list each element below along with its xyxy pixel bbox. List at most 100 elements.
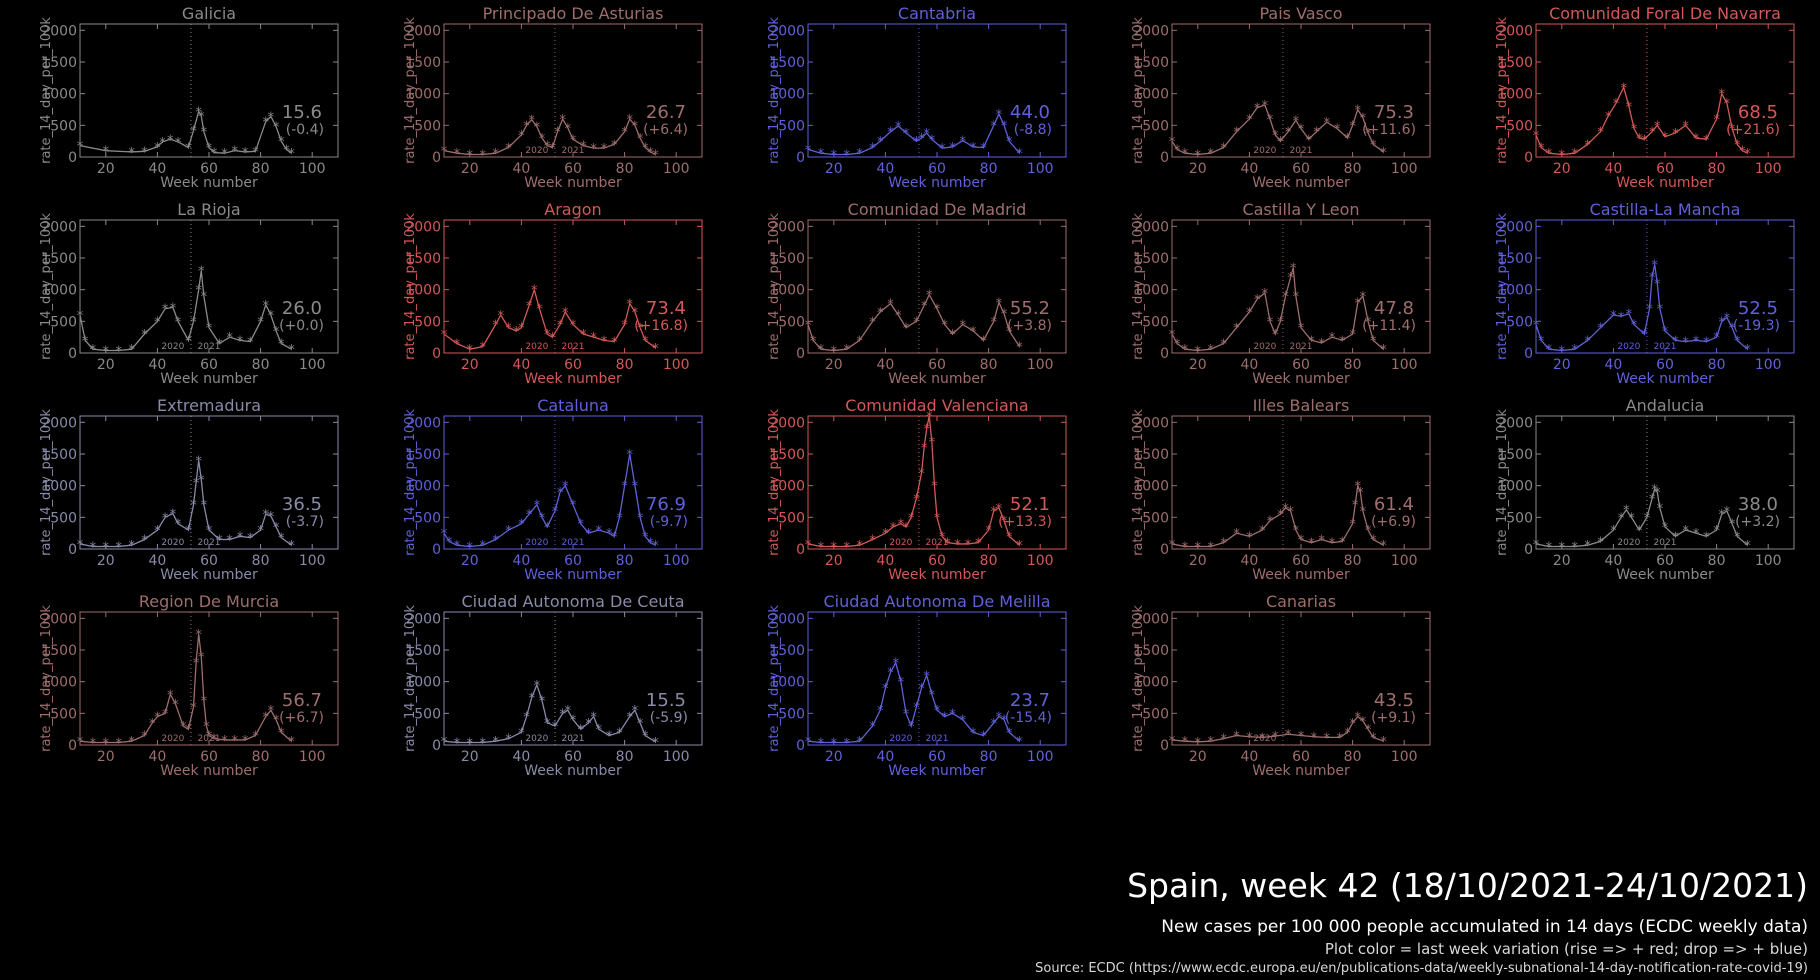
data-point: * — [1649, 126, 1656, 141]
series-line — [443, 287, 656, 350]
y-tick-label: 2000 — [769, 611, 805, 627]
chart-title: Comunidad Foral De Navarra — [1549, 4, 1781, 23]
x-axis-label: Week number — [1616, 371, 1714, 387]
region-chart: Andalucia 0 500 1000 1500 2000 20 40 60 80 100 Week… — [1495, 396, 1795, 583]
x-tick-label: 80 — [252, 553, 270, 569]
year-label: 2021 — [926, 734, 949, 744]
data-point: * — [1174, 338, 1181, 353]
y-tick-label: 1500 — [1497, 251, 1533, 267]
data-point: * — [939, 530, 946, 545]
weekly-change-label: (-8.8) — [1014, 122, 1052, 138]
data-point: * — [570, 133, 577, 148]
data-point: * — [1272, 129, 1279, 144]
data-point: * — [539, 132, 546, 147]
weekly-change-label: (+0.0) — [279, 318, 324, 334]
data-point: * — [882, 527, 889, 542]
data-point: * — [929, 435, 936, 450]
data-point: * — [441, 735, 448, 750]
data-point: * — [1370, 534, 1377, 549]
data-point: * — [1308, 537, 1315, 552]
data-point: * — [941, 319, 948, 334]
y-tick-label: 0 — [1524, 542, 1533, 558]
weekly-change-label: (-9.7) — [650, 514, 688, 530]
y-tick-label: 1000 — [769, 283, 805, 299]
data-point: * — [1207, 735, 1214, 750]
data-point: * — [1016, 735, 1023, 750]
x-tick-label: 80 — [980, 749, 998, 765]
data-point: * — [1734, 530, 1741, 545]
data-point: * — [913, 492, 920, 507]
data-point: * — [1365, 723, 1372, 738]
data-point: * — [642, 530, 649, 545]
data-point: * — [570, 319, 577, 334]
current-value-label: 15.6 — [282, 102, 322, 123]
data-point: * — [128, 343, 135, 358]
y-axis-label: rate_14_day_per_100k — [767, 213, 782, 360]
data-point: * — [616, 726, 623, 741]
data-point: * — [141, 328, 148, 343]
data-point: * — [1195, 344, 1202, 359]
data-point: * — [479, 736, 486, 751]
x-tick-label: 100 — [299, 357, 326, 373]
series-line — [807, 112, 1021, 156]
data-point: * — [154, 524, 161, 539]
data-point: * — [818, 343, 825, 358]
x-axis-label: Week number — [1252, 175, 1350, 191]
data-point: * — [1006, 135, 1013, 150]
data-point: * — [103, 736, 110, 751]
y-tick-label: 500 — [50, 118, 77, 134]
y-tick-label: 500 — [778, 706, 805, 722]
data-point: * — [1282, 290, 1289, 305]
y-tick-label: 0 — [1160, 150, 1169, 166]
x-tick-label: 100 — [299, 553, 326, 569]
data-point: * — [934, 303, 941, 318]
data-point: * — [1287, 505, 1294, 520]
data-point: * — [492, 534, 499, 549]
data-point: * — [536, 303, 543, 318]
x-tick-label: 80 — [1344, 357, 1362, 373]
data-point: * — [908, 720, 915, 735]
data-point: * — [1370, 731, 1377, 746]
data-point: * — [288, 735, 295, 750]
x-tick-label: 80 — [616, 161, 634, 177]
y-tick-label: 500 — [414, 706, 441, 722]
year-label: 2021 — [562, 342, 585, 352]
series-line — [1535, 264, 1748, 352]
data-point: * — [818, 736, 825, 751]
x-tick-label: 40 — [512, 357, 530, 373]
y-tick-label: 0 — [796, 738, 805, 754]
x-axis-label: Week number — [524, 371, 622, 387]
data-point: * — [528, 114, 535, 129]
y-tick-label: 1500 — [769, 643, 805, 659]
x-tick-label: 20 — [825, 749, 843, 765]
data-point: * — [869, 142, 876, 157]
data-point: * — [77, 735, 84, 750]
data-point: * — [221, 147, 228, 162]
data-point: * — [637, 322, 644, 337]
data-point: * — [944, 537, 951, 552]
chart-title: Extremadura — [157, 396, 261, 415]
year-label: 2020 — [161, 734, 184, 744]
year-label: 2020 — [1253, 342, 1276, 352]
data-point: * — [1584, 539, 1591, 554]
y-tick-label: 2000 — [1497, 219, 1533, 235]
data-point: * — [601, 334, 608, 349]
data-point: * — [913, 315, 920, 330]
data-point: * — [923, 423, 930, 438]
current-value-label: 36.5 — [282, 494, 322, 515]
x-tick-label: 20 — [1553, 553, 1571, 569]
region-chart: Ciudad Autonoma De Melilla 0 500 1000 1500 20… — [767, 592, 1067, 779]
region-chart: Region De Murcia 0 500 1000 1500 2000 20 40 60 80… — [39, 592, 339, 779]
data-point: * — [637, 717, 644, 732]
data-point: * — [890, 521, 897, 536]
data-point: * — [1311, 731, 1318, 746]
y-tick-label: 500 — [778, 510, 805, 526]
y-tick-label: 2000 — [405, 415, 441, 431]
data-point: * — [195, 105, 202, 120]
data-point: * — [1360, 112, 1367, 127]
data-point: * — [498, 309, 505, 324]
data-point: * — [1324, 731, 1331, 746]
data-point: * — [1380, 735, 1387, 750]
x-tick-label: 100 — [1391, 749, 1418, 765]
x-tick-label: 40 — [1240, 357, 1258, 373]
